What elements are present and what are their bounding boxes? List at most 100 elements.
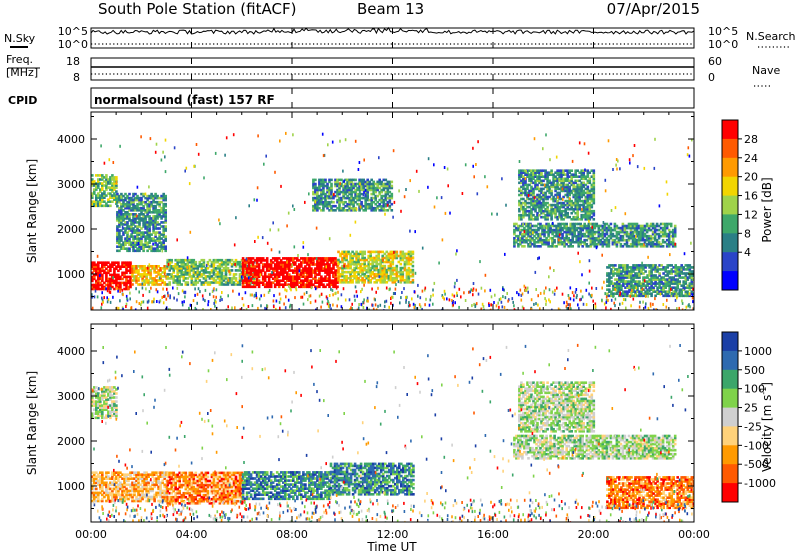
power-cell: [579, 222, 582, 226]
power-cell: [671, 238, 675, 242]
power-cell: [547, 234, 550, 238]
power-cell: [249, 261, 253, 264]
power-cell: [688, 264, 692, 267]
power-cell: [688, 294, 692, 298]
power-cell: [316, 261, 319, 264]
power-cell: [150, 202, 153, 206]
power-cell: [150, 194, 153, 198]
power-cell: [671, 236, 675, 240]
power-cell: [126, 206, 129, 210]
power-cell: [180, 283, 183, 286]
power-cell: [617, 238, 621, 242]
power-cell: [558, 195, 561, 199]
power-cell: [658, 268, 661, 271]
power-cell: [129, 277, 132, 281]
power-speckle: [639, 300, 641, 304]
power-cell: [128, 247, 131, 250]
power-cell: [520, 185, 523, 189]
power-cell: [657, 232, 661, 236]
power-cell: [123, 281, 126, 285]
power-cell: [282, 267, 285, 270]
power-speckle: [579, 298, 581, 302]
power-cell: [190, 263, 194, 266]
power-cell: [118, 249, 121, 253]
power-speckle: [401, 291, 403, 294]
power-cell: [136, 202, 139, 206]
power-cell: [224, 265, 228, 268]
power-cell: [263, 273, 267, 276]
power-cell: [532, 201, 535, 205]
power-cell: [135, 275, 138, 278]
power-cell: [385, 272, 389, 276]
power-cell: [148, 209, 151, 212]
power-cell: [101, 273, 104, 277]
power-cell: [336, 198, 339, 202]
power-cell: [279, 259, 283, 262]
power-cell: [184, 273, 188, 276]
power-cell: [247, 281, 251, 284]
power-cell: [671, 230, 675, 234]
power-speckle: [328, 301, 330, 305]
power-cell: [340, 206, 343, 210]
power-cell: [520, 193, 523, 197]
power-cell: [141, 277, 144, 280]
power-cell: [116, 211, 119, 214]
power-cell: [686, 278, 690, 281]
power-cell: [566, 199, 569, 203]
power-cell: [144, 237, 147, 240]
power-cell: [379, 274, 382, 278]
power-cell: [328, 259, 331, 262]
power-cell: [558, 211, 561, 215]
power-cell: [140, 239, 143, 242]
power-cell: [298, 281, 301, 284]
power-cell: [365, 270, 368, 274]
power-cell: [579, 226, 582, 230]
power-cell: [130, 198, 133, 202]
power-cell: [150, 239, 153, 242]
power-cell: [158, 202, 161, 206]
power-cell: [111, 194, 114, 197]
power-cell: [172, 269, 175, 272]
power-cell: [639, 238, 643, 242]
power-cell: [361, 278, 364, 282]
power-cell: [263, 283, 267, 286]
power-cell: [564, 187, 567, 191]
power-cell: [521, 238, 524, 242]
power-cell: [222, 279, 226, 282]
power-cell: [212, 265, 216, 268]
power-cell: [608, 294, 611, 298]
power-cell: [609, 232, 613, 236]
power-cell: [146, 204, 149, 208]
power-cell: [544, 169, 547, 172]
power-speckle: [176, 238, 178, 242]
power-cell: [310, 279, 313, 282]
power-cell: [180, 258, 183, 262]
power-cell: [558, 215, 561, 219]
power-cell: [348, 192, 351, 196]
power-cell: [556, 203, 559, 207]
power-cell: [141, 265, 144, 268]
power-cell: [381, 274, 384, 278]
power-cell: [120, 239, 123, 242]
power-cell: [560, 209, 563, 213]
power-cell: [324, 259, 327, 262]
power-speckle: [256, 198, 258, 202]
power-cell: [126, 241, 129, 244]
power-cell: [130, 241, 133, 244]
power-cell: [645, 238, 649, 242]
power-cell: [636, 288, 639, 291]
power-cell: [517, 242, 520, 246]
power-cell: [134, 196, 137, 200]
power-cell: [377, 278, 380, 282]
power-cell: [669, 240, 673, 244]
power-cell: [537, 232, 540, 236]
power-cell: [277, 281, 281, 284]
power-cell: [352, 198, 355, 202]
power-cell: [330, 178, 333, 182]
power-cell: [346, 186, 349, 190]
power-cell: [631, 224, 635, 228]
power-cell: [174, 258, 177, 262]
power-cell: [518, 193, 521, 197]
power-cell: [279, 271, 283, 274]
power-cell: [111, 279, 114, 283]
